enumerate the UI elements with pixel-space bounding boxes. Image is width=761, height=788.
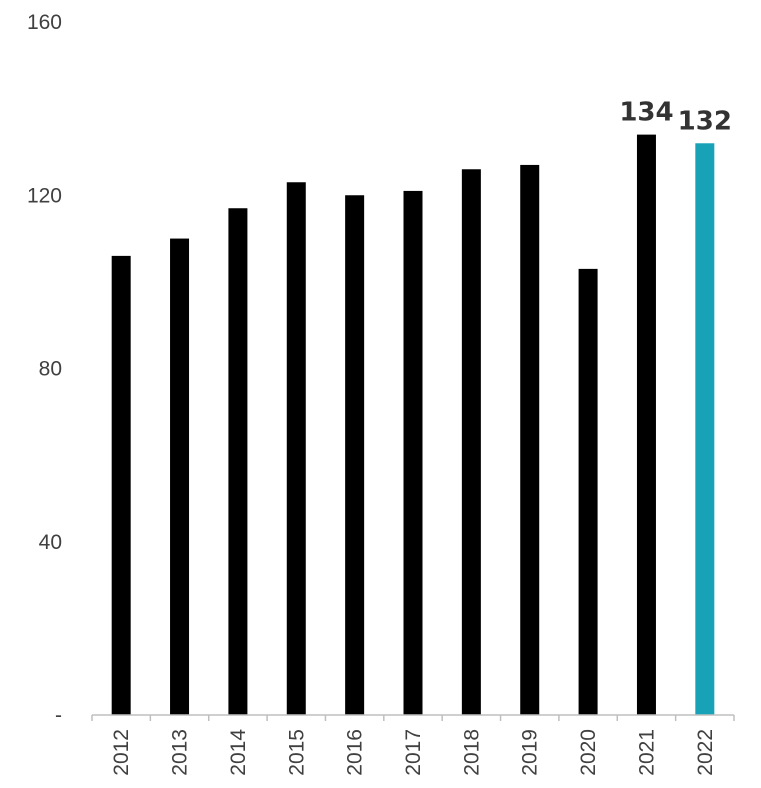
- bar-2013: [170, 238, 190, 715]
- x-axis-ticks: [91, 715, 735, 721]
- data-label-2021: 134: [619, 98, 673, 128]
- x-tick-label: 2016: [344, 729, 367, 776]
- bar-2022: [695, 143, 715, 715]
- bar-2012: [111, 255, 131, 715]
- x-tick-label: 2013: [169, 729, 192, 776]
- y-tick-label: 160: [27, 11, 62, 34]
- y-tick-label: 120: [27, 184, 62, 207]
- x-tick-label: 2018: [460, 729, 483, 776]
- y-tick-label: -: [55, 704, 62, 727]
- x-tick-label: 2015: [285, 729, 308, 776]
- x-tick-label: 2020: [577, 729, 600, 776]
- y-tick-label: 40: [39, 531, 62, 554]
- bar-2014: [228, 208, 248, 715]
- x-tick-label: 2012: [110, 729, 133, 776]
- data-labels: 134 132: [619, 98, 732, 137]
- bar-2015: [286, 182, 306, 716]
- bar-series: [111, 134, 715, 716]
- x-axis-tick-labels: 2012 2013 2014 2015 2016 2017 2018 2019 2020 2021…: [110, 729, 717, 776]
- x-tick-label: 2019: [519, 729, 542, 776]
- x-tick-label: 2022: [694, 729, 717, 776]
- x-tick-label: 2021: [635, 729, 658, 776]
- bar-2018: [461, 169, 481, 715]
- bar-2016: [345, 195, 365, 715]
- bar-2017: [403, 190, 423, 715]
- y-tick-label: 80: [39, 358, 62, 381]
- y-axis-tick-labels: - 40 80 120 160: [27, 11, 62, 727]
- bar-2020: [578, 268, 598, 715]
- data-label-2022: 132: [678, 106, 732, 136]
- x-tick-label: 2014: [227, 729, 250, 776]
- bar-2021: [636, 134, 656, 716]
- x-tick-label: 2017: [402, 729, 425, 776]
- bar-2019: [520, 164, 540, 715]
